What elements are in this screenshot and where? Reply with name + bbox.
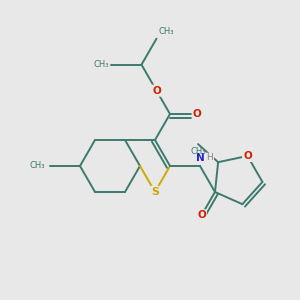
Text: CH₃: CH₃ [94, 60, 110, 69]
Text: N: N [196, 153, 204, 163]
Text: CH₃: CH₃ [29, 161, 45, 170]
Text: O: O [152, 85, 161, 96]
Text: O: O [197, 210, 206, 220]
Text: CH₃: CH₃ [158, 27, 174, 36]
Text: S: S [151, 187, 159, 197]
Text: O: O [193, 109, 201, 119]
Text: O: O [243, 151, 252, 161]
Text: H: H [207, 154, 213, 163]
Text: CH₃: CH₃ [190, 147, 206, 156]
